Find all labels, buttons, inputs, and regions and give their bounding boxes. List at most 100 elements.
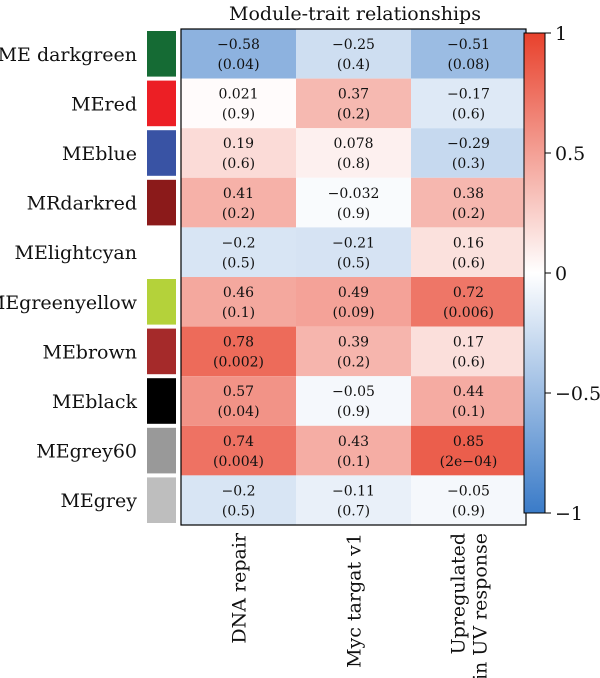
cell-correlation-label: 0.43 [338,434,369,450]
module-label: MEred [71,93,137,115]
heatmap-cell [181,376,296,426]
heatmap-cell [411,227,526,277]
heatmap-cell [296,29,411,79]
heatmap-cell [411,425,526,476]
heatmap-cell [296,277,411,327]
module-swatch [147,427,176,474]
cell-pvalue-label: (0.6) [452,355,485,371]
heatmap-cell [181,326,296,377]
cell-pvalue-label: (0.2) [452,206,485,222]
heatmap-cell [296,227,411,277]
heatmap-cell [181,29,296,79]
heatmap-cell [411,277,526,327]
cell-correlation-label: −0.2 [222,235,256,251]
cell-correlation-label: 0.44 [453,384,484,400]
module-swatch [147,229,176,275]
heatmap-cell [411,29,526,79]
heatmap-cell [181,277,296,327]
cell-correlation-label: 0.19 [223,136,254,152]
heatmap-cell [296,475,411,525]
cell-correlation-label: 0.078 [333,136,373,152]
cell-pvalue-label: (0.004) [213,454,264,470]
colorbar-tick-label: 0.5 [555,143,585,165]
chart-title: Module-trait relationships [229,3,481,25]
module-label: MElightcyan [15,242,137,264]
cell-pvalue-label: (0.9) [337,404,370,420]
heatmap-cell [411,475,526,525]
heatmap-cell [296,177,411,228]
colorbar-tick-label: 1 [555,23,567,45]
heatmap-cell [411,326,526,377]
heatmap-cell [181,78,296,129]
module-swatch [147,130,176,176]
module-label: MEgreenyellow [0,292,138,314]
cell-pvalue-label: (0.1) [337,454,370,470]
module-swatch [147,279,176,325]
colorbar-tick-label: −0.5 [555,383,600,405]
module-label: MRdarkred [27,193,137,215]
heatmap-cell [181,227,296,277]
trait-label: Upregulated [448,533,470,654]
module-swatch [147,31,176,77]
heatmap-cells: −0.58 (0.04) −0.25 (0.4) −0.51 (0.08) 0.021 (0.… [181,29,526,525]
cell-correlation-label: 0.57 [223,384,254,400]
heatmap-cell [411,128,526,178]
cell-correlation-label: −0.25 [332,37,375,53]
cell-pvalue-label: (0.4) [337,57,370,73]
module-labels: ME darkgreen MEred MEblue MRdarkred MElightc… [0,44,138,512]
cell-correlation-label: −0.11 [332,483,375,499]
heatmap-cell [411,376,526,426]
cell-pvalue-label: (0.3) [452,156,485,172]
cell-pvalue-label: (0.6) [452,107,485,123]
trait-label: DNA repair [229,532,251,644]
cell-pvalue-label: (0.04) [217,57,259,73]
heatmap-cell [181,425,296,476]
cell-pvalue-label: (0.04) [217,404,259,420]
cell-pvalue-label: (0.2) [222,206,255,222]
cell-correlation-label: −0.05 [332,384,375,400]
cell-pvalue-label: (2e−04) [440,454,498,470]
cell-pvalue-label: (0.1) [452,404,485,420]
cell-pvalue-label: (0.5) [222,255,255,271]
cell-correlation-label: 0.021 [218,87,258,103]
colorbar: 1 0.5 0 −0.5 −1 [523,23,600,525]
trait-label: Myc targat v1 [344,533,366,668]
cell-correlation-label: −0.05 [447,483,490,499]
cell-correlation-label: −0.21 [332,235,375,251]
heatmap-cell [296,425,411,476]
colorbar-gradient [523,32,546,514]
cell-pvalue-label: (0.5) [337,255,370,271]
module-label: MEblue [62,143,137,165]
cell-pvalue-label: (0.9) [222,107,255,123]
heatmap-cell [411,177,526,228]
colorbar-tick-label: 0 [555,263,567,285]
cell-correlation-label: −0.032 [328,186,380,202]
cell-correlation-label: 0.37 [338,87,369,103]
colorbar-tick-label: −1 [555,503,583,525]
cell-correlation-label: 0.72 [453,285,484,301]
module-label: MEbrown [42,341,137,363]
cell-pvalue-label: (0.006) [443,305,494,321]
cell-pvalue-label: (0.9) [452,503,485,519]
heatmap-cell [181,475,296,525]
cell-correlation-label: 0.49 [338,285,369,301]
cell-correlation-label: 0.85 [453,434,484,450]
cell-pvalue-label: (0.7) [337,503,370,519]
cell-pvalue-label: (0.08) [447,57,489,73]
cell-correlation-label: −0.58 [217,37,260,53]
cell-pvalue-label: (0.1) [222,305,255,321]
cell-correlation-label: 0.17 [453,335,484,351]
heatmap-cell [296,326,411,377]
trait-labels: DNA repair Myc targat v1 Upregulated in UV … [229,532,492,678]
module-color-swatches [147,31,176,523]
trait-label: in UV response [470,533,492,678]
heatmap-cell [181,177,296,228]
cell-correlation-label: −0.51 [447,37,490,53]
cell-correlation-label: −0.2 [222,483,256,499]
cell-correlation-label: 0.74 [223,434,254,450]
module-label: MEgrey60 [36,441,137,463]
cell-pvalue-label: (0.8) [337,156,370,172]
module-label: MEblack [52,391,138,413]
cell-pvalue-label: (0.09) [332,305,374,321]
